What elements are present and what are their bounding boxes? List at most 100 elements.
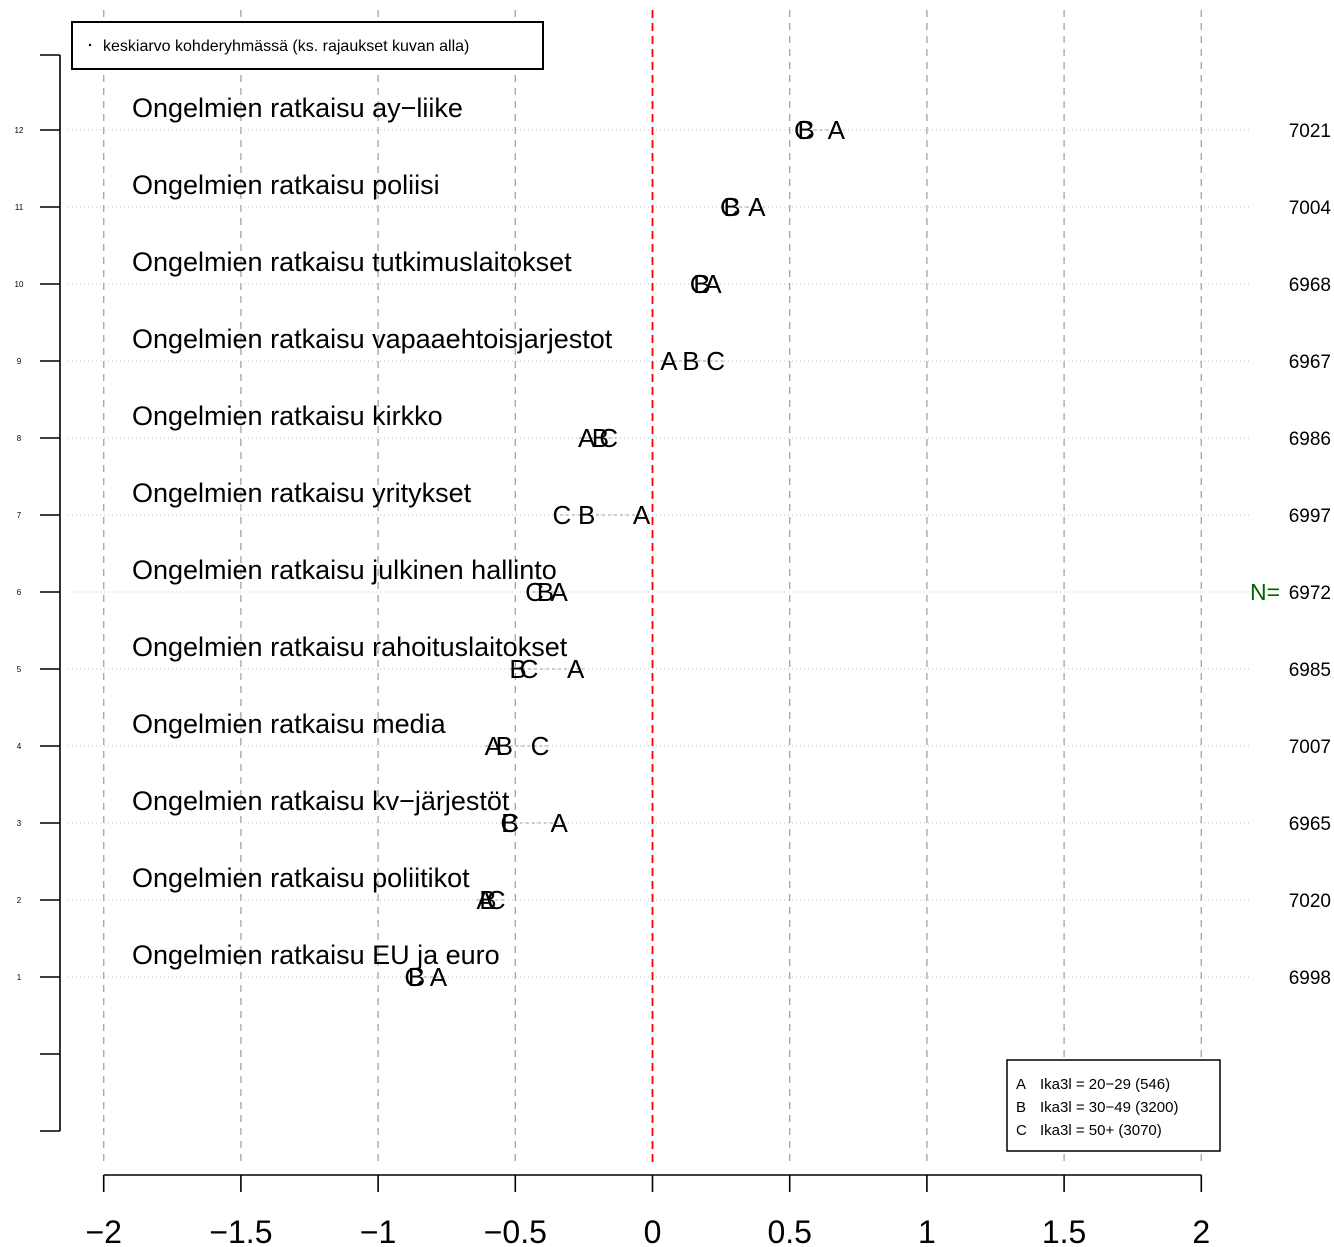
row-label: Ongelmien ratkaisu yritykset — [132, 478, 472, 508]
point-a: A — [578, 423, 596, 453]
point-b: B — [509, 654, 526, 684]
point-a: A — [828, 115, 846, 145]
point-c: C — [720, 192, 739, 222]
y-tick-label: 10 — [15, 280, 24, 289]
y-tick-label: 9 — [17, 357, 22, 366]
n-value: 6965 — [1289, 814, 1331, 835]
n-value: 6985 — [1289, 660, 1331, 681]
x-tick-label: 1 — [918, 1214, 936, 1247]
legend-letter-b: B — [1016, 1099, 1026, 1116]
point-a: A — [551, 577, 569, 607]
y-tick-label: 12 — [15, 126, 24, 135]
point-c: C — [794, 115, 813, 145]
y-tick-label: 1 — [17, 973, 22, 982]
point-c: C — [531, 731, 550, 761]
y-tick-label: 7 — [17, 511, 22, 520]
point-c: C — [525, 577, 544, 607]
n-value: 7007 — [1289, 737, 1331, 758]
point-b: B — [479, 885, 496, 915]
y-tick-label: 3 — [17, 819, 22, 828]
point-b: B — [408, 962, 425, 992]
row-label: Ongelmien ratkaisu julkinen hallinto — [132, 555, 557, 585]
point-a: A — [485, 731, 503, 761]
legend-text-a: Ika3l = 20−29 (546) — [1040, 1076, 1170, 1093]
point-c: C — [404, 962, 423, 992]
top-legend-text: keskiarvo kohderyhmässä (ks. rajaukset k… — [103, 38, 469, 55]
n-value: 6967 — [1289, 352, 1331, 373]
point-c: C — [599, 423, 618, 453]
y-tick-label: 11 — [15, 203, 24, 212]
point-a: A — [567, 654, 585, 684]
x-tick-label: 0 — [644, 1214, 662, 1247]
x-tick-label: 0.5 — [767, 1214, 811, 1247]
point-b: B — [797, 115, 814, 145]
n-value: 7004 — [1289, 198, 1332, 219]
point-c: C — [487, 885, 506, 915]
row-label: Ongelmien ratkaisu rahoituslaitokset — [132, 632, 568, 662]
n-column: 7021 7004 6968 6967 6986 6997 6972 N= 6985 7007 69… — [1250, 121, 1331, 989]
point-b: B — [723, 192, 740, 222]
x-axis: −2 −1.5 −1 −0.5 0 0.5 1 1.5 2 — [85, 1174, 1210, 1247]
n-value: 6972 — [1289, 583, 1331, 604]
x-tick-label: −1.5 — [209, 1214, 272, 1247]
n-value: 6998 — [1289, 968, 1331, 989]
point-c: C — [500, 808, 519, 838]
row-label: Ongelmien ratkaisu media — [132, 709, 447, 739]
row-labels: Ongelmien ratkaisu ay−liike Ongelmien rat… — [132, 93, 613, 970]
row-label: Ongelmien ratkaisu tutkimuslaitokset — [132, 247, 572, 277]
row-label: Ongelmien ratkaisu poliitikot — [132, 863, 470, 893]
row-label: Ongelmien ratkaisu kv−järjestöt — [132, 786, 510, 816]
row-label: Ongelmien ratkaisu kirkko — [132, 401, 443, 431]
n-label: N= — [1250, 579, 1280, 605]
point-c: C — [553, 500, 572, 530]
legend-text-b: Ika3l = 30−49 (3200) — [1040, 1099, 1178, 1116]
y-tick-label: 5 — [17, 665, 22, 674]
legend-text-c: Ika3l = 50+ (3070) — [1040, 1122, 1162, 1139]
point-b: B — [537, 577, 554, 607]
n-value: 6968 — [1289, 275, 1331, 296]
y-tick-label: 2 — [17, 896, 22, 905]
gridlines — [102, 10, 1203, 1165]
n-value: 6986 — [1289, 429, 1331, 450]
point-a: A — [551, 808, 569, 838]
y-tick-label: 4 — [17, 742, 22, 751]
y-tick-label: 6 — [17, 588, 22, 597]
row-label: Ongelmien ratkaisu poliisi — [132, 170, 440, 200]
row-label: Ongelmien ratkaisu EU ja euro — [132, 940, 500, 970]
point-b: B — [693, 269, 710, 299]
x-tick-label: 2 — [1192, 1214, 1210, 1247]
top-legend: keskiarvo kohderyhmässä (ks. rajaukset k… — [71, 21, 544, 70]
point-a: A — [748, 192, 766, 222]
legend-letter-a: A — [1016, 1076, 1026, 1093]
row-lines — [68, 129, 1250, 978]
point-c: C — [520, 654, 539, 684]
top-legend-dot-icon — [88, 43, 92, 47]
x-tick-label: −2 — [85, 1214, 121, 1247]
n-value: 6997 — [1289, 506, 1331, 527]
point-a: A — [704, 269, 722, 299]
n-value: 7020 — [1289, 891, 1331, 912]
row-label: Ongelmien ratkaisu vapaaehtoisjarjestot — [132, 324, 613, 354]
series-legend: A Ika3l = 20−29 (546) B Ika3l = 30−49 (3… — [1006, 1059, 1221, 1152]
row-label: Ongelmien ratkaisu ay−liike — [132, 93, 463, 123]
point-b: B — [496, 731, 513, 761]
point-b: B — [592, 423, 609, 453]
point-a: A — [660, 346, 678, 376]
point-a: A — [633, 500, 651, 530]
legend-letter-c: C — [1016, 1122, 1027, 1139]
x-tick-label: −0.5 — [484, 1214, 547, 1247]
point-a: A — [430, 962, 448, 992]
point-b: B — [682, 346, 699, 376]
point-b: B — [578, 500, 595, 530]
point-b: B — [501, 808, 518, 838]
x-tick-label: −1 — [360, 1214, 396, 1247]
point-c: C — [706, 346, 725, 376]
point-a: A — [476, 885, 494, 915]
x-tick-label: 1.5 — [1042, 1214, 1086, 1247]
point-c: C — [690, 269, 709, 299]
y-tick-label: 8 — [17, 434, 22, 443]
n-value: 7021 — [1289, 121, 1331, 142]
